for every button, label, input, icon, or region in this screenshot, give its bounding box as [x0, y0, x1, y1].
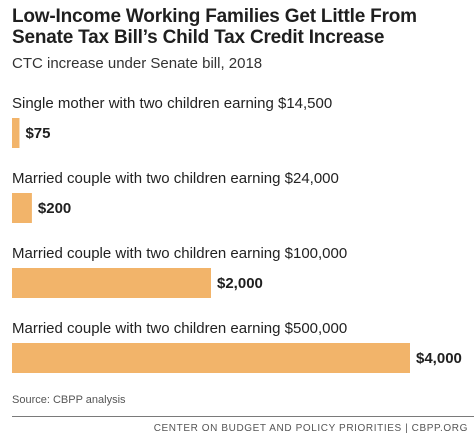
bar-value-label: $200	[38, 200, 71, 217]
bar-value-label: $75	[25, 125, 50, 142]
bar	[12, 193, 32, 223]
category-label: Single mother with two children earning …	[12, 95, 332, 112]
bar-value-label: $2,000	[217, 275, 263, 292]
chart-title-line-1: Low-Income Working Families Get Little F…	[12, 6, 417, 27]
bar	[12, 268, 211, 298]
category-label: Married couple with two children earning…	[12, 245, 347, 262]
footer-credit: CENTER ON BUDGET AND POLICY PRIORITIES |…	[153, 423, 468, 434]
footer-divider	[12, 416, 474, 417]
source-note: Source: CBPP analysis	[12, 394, 126, 406]
bar	[12, 118, 20, 148]
chart-title: Low-Income Working Families Get Little F…	[12, 6, 468, 48]
category-label: Married couple with two children earning…	[12, 170, 339, 187]
chart-title-line-2: Senate Tax Bill’s Child Tax Credit Incre…	[12, 27, 385, 48]
bar	[12, 343, 410, 373]
chart-subtitle: CTC increase under Senate bill, 2018	[12, 55, 263, 72]
bar-value-label: $4,000	[416, 350, 462, 367]
bar-chart: Single mother with two children earning …	[12, 95, 462, 373]
category-label: Married couple with two children earning…	[12, 320, 347, 337]
